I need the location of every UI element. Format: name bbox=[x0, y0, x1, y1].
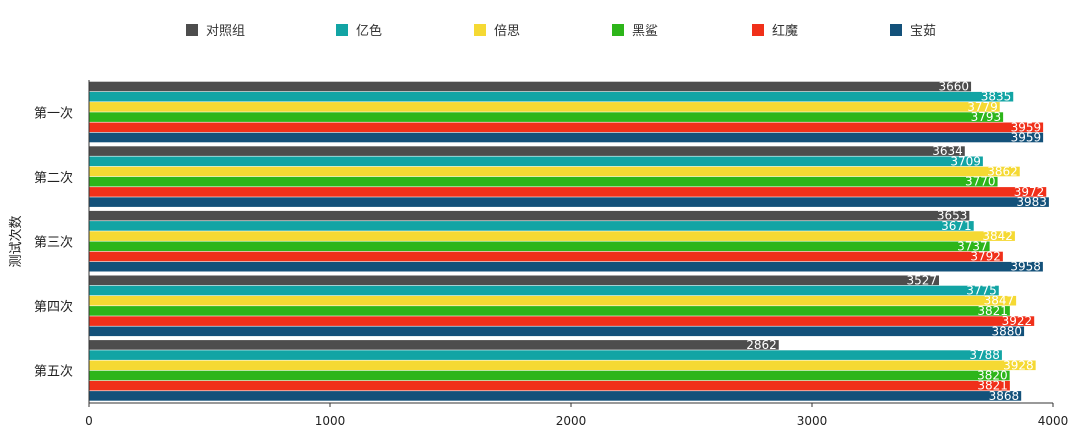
bar bbox=[89, 122, 1044, 133]
legend-label: 黑鲨 bbox=[632, 24, 659, 39]
bar bbox=[89, 326, 1025, 337]
data-label: 3820 bbox=[977, 369, 1008, 383]
bar bbox=[89, 306, 1010, 316]
data-label: 3660 bbox=[939, 80, 970, 94]
bar bbox=[89, 275, 940, 286]
x-tick-label: 2000 bbox=[556, 414, 587, 428]
data-label: 3847 bbox=[984, 294, 1015, 308]
legend-item[interactable]: 宝茹 bbox=[890, 20, 936, 39]
bar bbox=[89, 166, 1020, 177]
bar bbox=[89, 370, 1010, 381]
data-label: 3928 bbox=[1003, 358, 1034, 372]
category-label: 第五次 bbox=[34, 364, 73, 380]
bar bbox=[89, 91, 1014, 102]
legend-label: 对照组 bbox=[206, 24, 246, 39]
legend-label: 亿色 bbox=[356, 24, 383, 39]
x-tick-label: 4000 bbox=[1038, 414, 1069, 428]
bar bbox=[89, 221, 974, 231]
x-tick-label: 0 bbox=[85, 414, 93, 428]
y-axis-title: 测试次数 bbox=[8, 215, 24, 267]
data-label: 3868 bbox=[989, 389, 1020, 403]
data-label: 3770 bbox=[965, 175, 996, 189]
bar bbox=[89, 146, 965, 156]
bar bbox=[89, 360, 1036, 371]
legend-item[interactable]: 亿色 bbox=[336, 20, 382, 39]
x-tick-label: 1000 bbox=[315, 414, 346, 428]
legend-item[interactable]: 倍思 bbox=[474, 20, 520, 39]
bar bbox=[89, 251, 1003, 262]
bar bbox=[89, 261, 1043, 272]
category-label: 第四次 bbox=[34, 299, 73, 315]
data-label: 3634 bbox=[932, 144, 963, 158]
data-label: 3835 bbox=[981, 90, 1012, 104]
data-label: 3959 bbox=[1011, 120, 1042, 134]
data-label: 3653 bbox=[937, 209, 968, 223]
data-label: 3821 bbox=[977, 304, 1008, 318]
bar bbox=[89, 340, 779, 350]
data-label: 3779 bbox=[967, 100, 998, 114]
bar bbox=[89, 81, 972, 92]
data-label: 3983 bbox=[1016, 195, 1047, 209]
legend-swatch bbox=[474, 23, 486, 36]
legend-label: 红魔 bbox=[772, 24, 799, 39]
bar bbox=[89, 102, 1000, 112]
bar bbox=[89, 176, 998, 187]
data-label: 3842 bbox=[982, 229, 1013, 243]
legend-item[interactable]: 黑鲨 bbox=[612, 20, 658, 39]
bar bbox=[89, 210, 970, 221]
data-label: 3737 bbox=[957, 239, 988, 253]
data-label: 3972 bbox=[1014, 185, 1045, 199]
category-label: 第二次 bbox=[34, 170, 73, 186]
data-label: 3792 bbox=[970, 250, 1001, 264]
data-label: 2862 bbox=[746, 338, 777, 352]
category-label: 第三次 bbox=[34, 235, 73, 251]
bar bbox=[89, 187, 1047, 197]
data-label: 3793 bbox=[971, 110, 1002, 124]
data-label: 3959 bbox=[1011, 131, 1042, 145]
bar bbox=[89, 156, 983, 167]
data-label: 3709 bbox=[950, 154, 981, 168]
data-label: 3821 bbox=[977, 379, 1008, 393]
legend: 对照组 亿色 倍思 黑鲨 红魔 宝茹 bbox=[0, 20, 1080, 40]
bar bbox=[89, 285, 999, 296]
category-label: 第一次 bbox=[34, 105, 73, 121]
data-label: 3775 bbox=[966, 284, 997, 298]
bar bbox=[89, 380, 1010, 391]
bar bbox=[89, 241, 990, 252]
bar bbox=[89, 132, 1044, 143]
data-label: 3922 bbox=[1002, 314, 1033, 328]
legend-swatch bbox=[186, 23, 198, 36]
bar bbox=[89, 316, 1035, 326]
bar bbox=[89, 391, 1022, 401]
data-label: 3862 bbox=[987, 165, 1018, 179]
data-label: 3880 bbox=[992, 324, 1023, 338]
data-label: 3527 bbox=[906, 273, 937, 287]
bar bbox=[89, 112, 1004, 122]
bar bbox=[89, 197, 1049, 207]
bar bbox=[89, 231, 1015, 241]
legend-label: 倍思 bbox=[494, 24, 521, 39]
data-label: 3788 bbox=[969, 348, 1000, 362]
bar bbox=[89, 350, 1002, 360]
legend-swatch bbox=[612, 23, 624, 36]
data-label: 3671 bbox=[941, 219, 972, 233]
legend-swatch bbox=[336, 23, 348, 36]
legend-label: 宝茹 bbox=[910, 24, 937, 39]
data-label: 3958 bbox=[1010, 260, 1041, 274]
legend-swatch bbox=[752, 23, 764, 36]
bar bbox=[89, 295, 1017, 306]
legend-item[interactable]: 红魔 bbox=[752, 20, 798, 39]
legend-item[interactable]: 对照组 bbox=[186, 20, 245, 39]
x-tick-label: 3000 bbox=[797, 414, 828, 428]
legend-swatch bbox=[890, 23, 902, 36]
